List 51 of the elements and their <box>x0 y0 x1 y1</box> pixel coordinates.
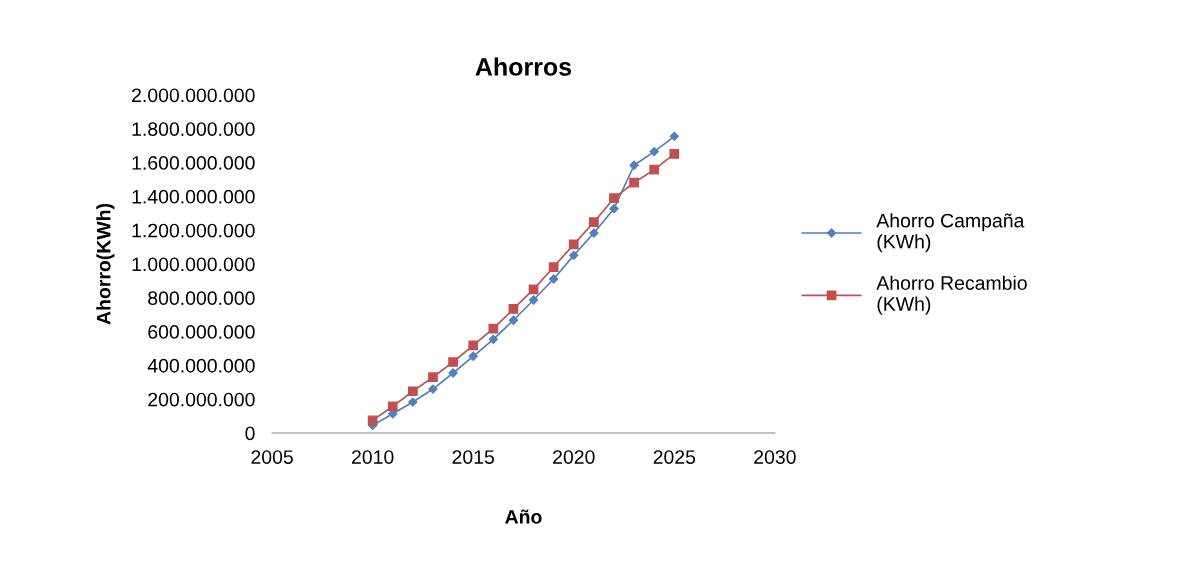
point <box>508 315 519 325</box>
point <box>629 177 639 188</box>
y-tick-label: 0 <box>245 426 255 441</box>
point <box>408 386 418 397</box>
y-tick-label: 1.200.000.000 <box>132 223 255 238</box>
y-tick-label: 1.000.000.000 <box>132 257 255 272</box>
point <box>468 340 479 351</box>
point <box>609 204 619 214</box>
point <box>528 295 539 305</box>
y-tick-label: 200.000.000 <box>148 392 255 407</box>
point <box>488 323 499 334</box>
point <box>548 262 559 272</box>
y-tick-label: 2.000.000.000 <box>132 88 255 103</box>
legend-label: Ahorro Recambio (KWh) <box>876 275 1027 315</box>
point <box>367 415 378 426</box>
y-tick-label: 600.000.000 <box>148 325 255 339</box>
y-tick-label: 1.600.000.000 <box>132 156 255 170</box>
y-tick-label: 400.000.000 <box>147 358 255 373</box>
point <box>488 334 498 344</box>
x-tick-label: 2025 <box>653 450 696 464</box>
y-axis-title: Ahorro(KWh) <box>96 203 115 325</box>
point <box>569 250 579 260</box>
point <box>549 274 559 284</box>
point <box>589 217 599 228</box>
x-tick-label: 2010 <box>352 450 394 464</box>
point <box>448 368 458 378</box>
y-tick-label: 1.400.000.000 <box>132 189 255 204</box>
point <box>649 164 660 175</box>
point <box>629 160 639 170</box>
point <box>448 357 458 367</box>
point <box>428 372 438 382</box>
x-axis-title: Año <box>505 509 542 524</box>
chart-title: Ahorros <box>475 57 572 76</box>
point <box>609 193 619 204</box>
point <box>669 149 680 159</box>
point <box>568 239 579 250</box>
point <box>468 351 478 361</box>
point <box>408 397 418 407</box>
point <box>387 401 398 412</box>
point <box>669 131 679 141</box>
point <box>589 228 599 238</box>
point <box>508 304 519 314</box>
y-tick-label: 1.800.000.000 <box>132 122 255 136</box>
point <box>649 146 659 157</box>
legend-label: Ahorro Campaña (KWh) <box>876 213 1025 253</box>
x-tick-label: 2015 <box>452 450 495 464</box>
x-tick-label: 2005 <box>251 450 293 464</box>
x-tick-label: 2030 <box>754 450 796 464</box>
x-tick-label: 2020 <box>553 450 595 464</box>
point <box>528 284 539 295</box>
y-tick-label: 800.000.000 <box>148 291 255 306</box>
